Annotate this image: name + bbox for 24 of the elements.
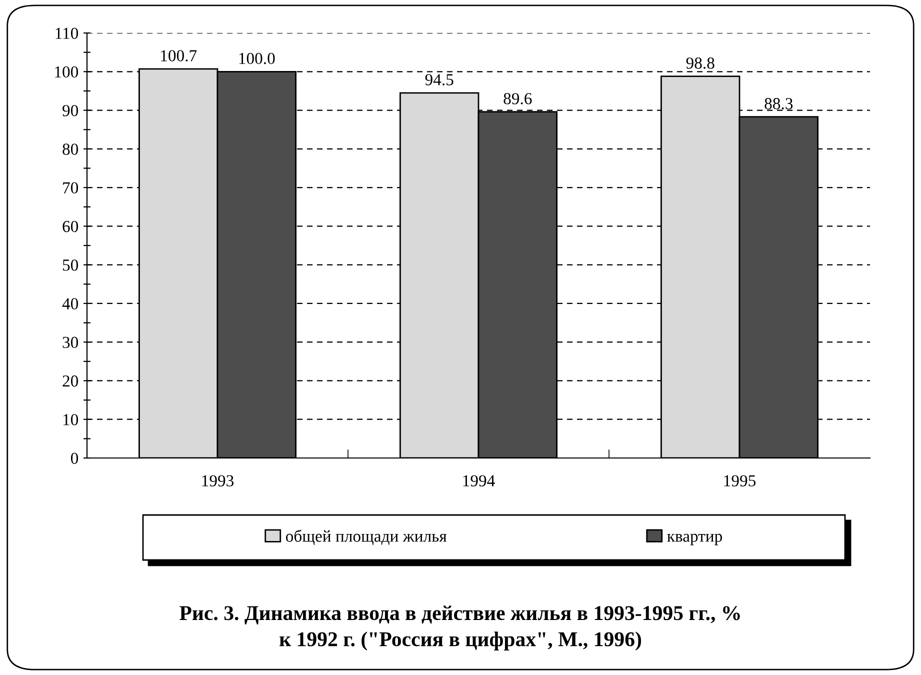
y-tick-label: 0	[70, 452, 78, 464]
y-tick-label: 40	[62, 298, 78, 310]
data-label: 98.8	[686, 57, 714, 69]
data-label: 88.3	[764, 98, 793, 110]
x-tick-label: 1994	[463, 475, 495, 486]
y-tick-label: 30	[62, 336, 78, 348]
data-label: 89.6	[504, 93, 532, 104]
data-label: 100.0	[239, 52, 275, 64]
text: Рис. 3. Динамика ввода в действие жилья в 1993-1995 гг., % к 1992 г. ("Россия в цифрах", М., 1996)	[180, 606, 740, 651]
x-tick-label: 1995	[724, 475, 756, 486]
y-tick-label: 110	[56, 28, 78, 39]
data-label: 94.5	[425, 74, 454, 86]
y-tick-label: 80	[62, 144, 78, 155]
y-tick-label: 20	[62, 375, 78, 387]
y-tick-label: 50	[62, 260, 78, 271]
y-tick-label: 70	[63, 182, 78, 194]
y-tick-label: 90	[62, 104, 78, 116]
y-tick-label: 100	[55, 66, 78, 78]
y-tick-label: 60	[62, 220, 78, 232]
x-tick-label: 1993	[202, 475, 234, 486]
legend-label: квартир	[667, 534, 722, 546]
y-tick-label: 10	[63, 414, 78, 426]
legend-label: общей площади жилья	[286, 530, 447, 546]
data-label: 100.7	[161, 50, 197, 62]
